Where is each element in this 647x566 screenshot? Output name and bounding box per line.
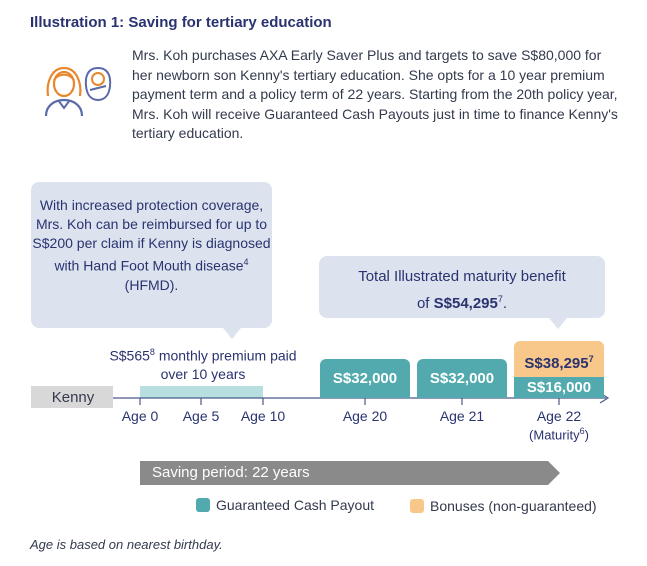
saving-period-label: Saving period: 22 years	[152, 464, 310, 481]
legend-bonus-label: Bonuses (non-guaranteed)	[430, 498, 597, 514]
maturity-line2: of S$54,2957.	[319, 288, 605, 315]
maturity-label-prefix: (Maturity	[529, 427, 580, 443]
age-21-label: Age 21	[439, 408, 485, 424]
age-0-label: Age 0	[121, 408, 159, 424]
intro-paragraph: Mrs. Koh purchases AXA Early Saver Plus …	[132, 47, 618, 141]
legend-guaranteed-swatch	[196, 498, 210, 512]
legend-bonus-swatch	[410, 499, 424, 513]
maturity-label-suffix: )	[584, 427, 589, 443]
maturity-amount: S$54,295	[433, 295, 498, 312]
callout-tail	[223, 328, 241, 339]
payout-age-22: S$16,000	[514, 377, 604, 398]
bonus-age-22: S$38,2957	[514, 341, 604, 377]
callout-tail	[549, 318, 567, 329]
age-10-label: Age 10	[240, 408, 286, 424]
maturity-callout-text: Total Illustrated maturity benefit of S$…	[319, 256, 605, 315]
saving-period-arrow	[140, 461, 560, 485]
maturity-prefix: of	[416, 295, 434, 312]
maturity-label: (Maturity6)	[509, 426, 609, 442]
maturity-label-sup: 6	[579, 426, 585, 436]
maturity-line1: Total Illustrated maturity benefit	[358, 268, 566, 285]
maturity-suffix: .	[502, 295, 508, 312]
premium-amount: S$565	[109, 347, 150, 364]
protection-text: With increased protection coverage, Mrs.…	[32, 197, 271, 274]
footnote: Age is based on nearest birthday.	[30, 537, 223, 552]
maturity-footnote-ref: 7	[497, 294, 503, 304]
legend-guaranteed-label: Guaranteed Cash Payout	[216, 497, 374, 513]
protection-text-end: (HFMD).	[124, 276, 179, 293]
illustration-title: Illustration 1: Saving for tertiary educ…	[30, 14, 332, 31]
age-20-label: Age 20	[342, 408, 388, 424]
family-icons	[44, 62, 114, 118]
kenny-bar	[31, 386, 113, 408]
age-5-label: Age 5	[182, 408, 220, 424]
protection-footnote-ref: 4	[243, 257, 249, 267]
premium-text: monthly premium paid over 10 years	[154, 347, 297, 382]
premium-label: S$5658 monthly premium paid over 10 year…	[108, 343, 298, 383]
payout-age-20: S$32,000	[320, 359, 410, 398]
kenny-label: Kenny	[51, 389, 95, 406]
maturity-callout: Total Illustrated maturity benefit of S$…	[319, 256, 605, 329]
protection-callout-text: With increased protection coverage, Mrs.…	[31, 182, 272, 295]
bonus-amount: S$38,295	[524, 355, 589, 372]
premium-period-bar	[140, 386, 263, 398]
protection-callout: With increased protection coverage, Mrs.…	[31, 182, 272, 339]
premium-footnote-ref: 8	[149, 347, 155, 357]
age-22-label: Age 22	[536, 408, 582, 424]
mother-icon	[44, 66, 84, 117]
bonus-footnote-ref: 7	[588, 354, 594, 364]
baby-icon	[84, 66, 112, 102]
payout-age-21: S$32,000	[417, 359, 507, 398]
